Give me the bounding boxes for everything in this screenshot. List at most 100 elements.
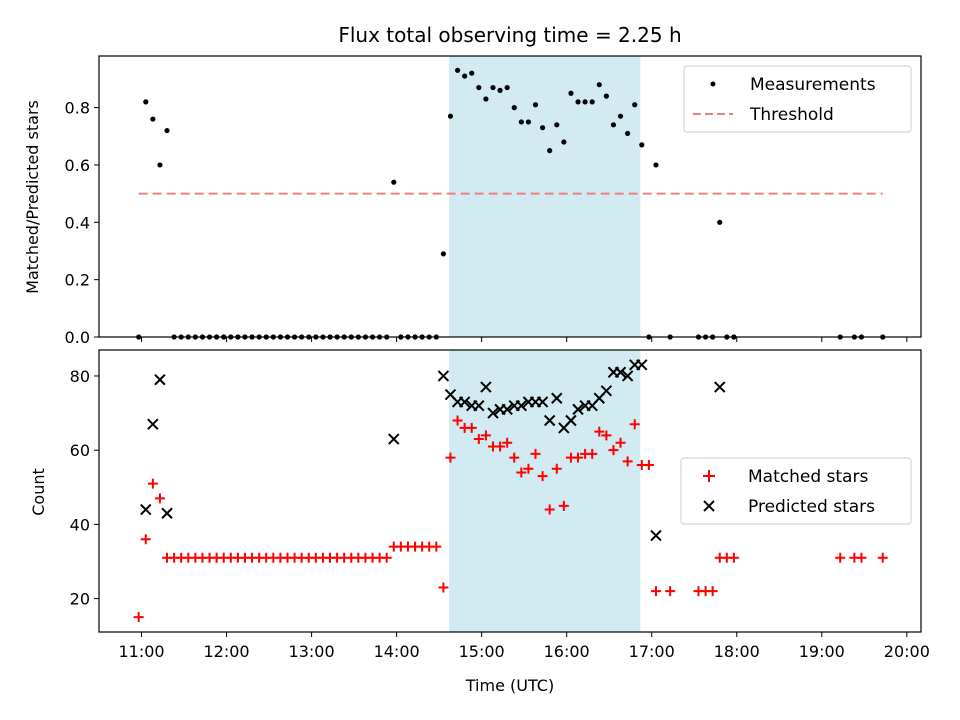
measurements-point xyxy=(632,102,638,108)
matched-stars-point xyxy=(480,430,491,441)
matched-stars-point xyxy=(537,471,548,482)
x-axis-label: Time (UTC) xyxy=(465,676,554,695)
measurements-point xyxy=(143,99,149,105)
y-tick-label: 0.4 xyxy=(65,213,90,232)
y-tick-label: 60 xyxy=(70,441,90,460)
predicted-stars-point xyxy=(714,381,726,393)
x-tick-label: 20:00 xyxy=(884,642,930,661)
observing-window-span xyxy=(449,350,641,632)
legend-measurements-label: Measurements xyxy=(750,75,876,95)
predicted-stars-point xyxy=(147,418,159,430)
legend-matched-marker xyxy=(703,470,715,482)
x-tick-label: 18:00 xyxy=(714,642,760,661)
matched-stars-point xyxy=(147,478,158,489)
y-tick-label: 80 xyxy=(70,367,90,386)
predicted-stars-point xyxy=(543,414,556,427)
matched-stars-point xyxy=(509,452,520,463)
measurements-point xyxy=(547,148,553,154)
measurements-point xyxy=(483,96,489,102)
matched-stars-point xyxy=(502,437,513,448)
y-tick-label: 0.8 xyxy=(65,99,90,118)
legend-matched-label: Matched stars xyxy=(748,467,868,487)
y-tick-label: 0.6 xyxy=(65,156,90,175)
x-tick-label: 13:00 xyxy=(289,642,335,661)
measurements-point xyxy=(589,99,595,105)
measurements-point xyxy=(603,93,609,99)
predicted-stars-point xyxy=(614,366,627,378)
matched-stars-point xyxy=(608,445,619,456)
count-panel: 11:00 12:00 13:00 14:00 15:00 16:00 17:00 18:00… xyxy=(29,349,930,695)
predicted-stars-point xyxy=(161,507,173,519)
ratio-legend: Measurements Threshold xyxy=(683,65,912,133)
matched-stars-point xyxy=(856,552,867,563)
matched-stars-point xyxy=(594,426,605,437)
measurements-point xyxy=(150,116,156,122)
measurements-point xyxy=(462,73,468,79)
matched-stars-point xyxy=(452,415,463,426)
observing-window-span xyxy=(449,56,641,337)
predicted-stars-point xyxy=(437,370,450,382)
matched-stars-point xyxy=(728,552,739,563)
legend-predicted-label: Predicted stars xyxy=(748,497,875,517)
predicted-stars-point xyxy=(572,403,584,416)
x-tick-label: 19:00 xyxy=(799,642,845,661)
count-y-axis-label: Count xyxy=(29,468,48,516)
measurements-point xyxy=(518,119,524,125)
measurements-point xyxy=(511,105,517,111)
matched-stars-point xyxy=(445,452,456,463)
measurements-point xyxy=(610,122,617,128)
legend-threshold-label: Threshold xyxy=(749,105,834,125)
matched-stars-point xyxy=(438,582,449,593)
chart-title: Flux total observing time = 2.25 h xyxy=(338,23,681,47)
legend-measurements-marker xyxy=(710,81,716,87)
ratio-panel: 0.00.20.40.60.8 Matched/Predicted stars … xyxy=(23,55,922,347)
ratio-y-axis-label: Matched/Predicted stars xyxy=(23,100,42,294)
matched-stars-point xyxy=(601,430,612,441)
measurements-point xyxy=(653,162,659,168)
measurements-point xyxy=(561,139,567,145)
measurements-point xyxy=(625,130,631,137)
matched-stars-point xyxy=(431,541,442,552)
measurements-point xyxy=(440,251,446,257)
matched-stars-point xyxy=(466,422,477,433)
matched-stars-point xyxy=(707,586,718,597)
measurements-point xyxy=(490,84,496,91)
measurements-point xyxy=(582,99,588,105)
x-tick-label: 12:00 xyxy=(203,642,249,661)
measurements-point xyxy=(539,125,546,131)
predicted-stars-point xyxy=(565,414,577,427)
predicted-stars-point xyxy=(501,403,513,416)
matched-stars-point xyxy=(650,586,661,597)
measurements-point xyxy=(639,142,645,148)
measurements-point xyxy=(157,162,163,168)
measurements-point xyxy=(568,90,574,96)
predicted-stars-point xyxy=(140,503,152,516)
matched-stars-point xyxy=(573,452,584,463)
predicted-stars-point xyxy=(480,381,492,393)
matched-stars-point xyxy=(523,463,534,474)
matched-stars-point xyxy=(140,534,151,545)
matched-stars-point xyxy=(665,586,676,597)
predicted-stars-point xyxy=(551,392,563,404)
ratio-panel-frame xyxy=(98,55,922,338)
matched-stars-point xyxy=(587,448,598,459)
predicted-stars-point xyxy=(154,373,166,386)
predicted-stars-point xyxy=(650,529,662,542)
measurements-point xyxy=(554,122,560,128)
x-tick-label: 14:00 xyxy=(374,642,420,661)
x-tick-label: 15:00 xyxy=(459,642,505,661)
matched-stars-point xyxy=(133,612,144,623)
measurements-point xyxy=(469,70,475,76)
measurements-point xyxy=(391,179,397,185)
matched-stars-point xyxy=(835,552,846,563)
predicted-stars-point xyxy=(515,399,528,412)
measurements-point xyxy=(532,102,539,108)
predicted-stars-point xyxy=(487,407,499,419)
measurements-point xyxy=(164,127,170,134)
measurements-point xyxy=(596,82,602,88)
measurements-point xyxy=(447,113,454,119)
measurements-point xyxy=(476,84,482,91)
matched-stars-point xyxy=(558,500,569,511)
predicted-stars-point xyxy=(473,399,485,412)
